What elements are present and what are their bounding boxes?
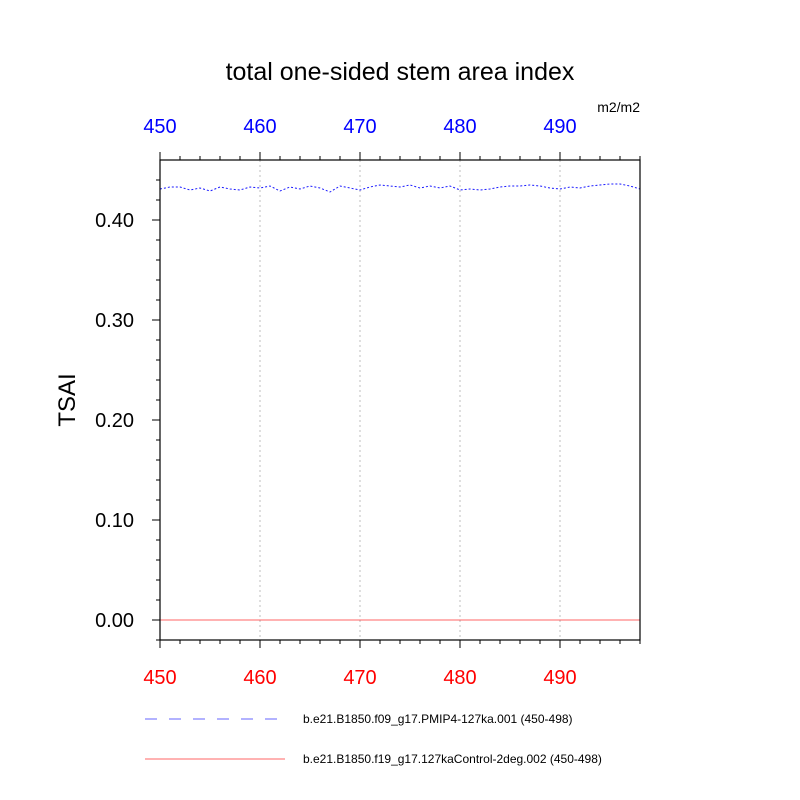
chart-title: total one-sided stem area index <box>226 58 575 86</box>
legend: b.e21.B1850.f09_g17.PMIP4-127ka.001 (450… <box>145 712 602 766</box>
x-top-tick-label: 460 <box>243 116 276 138</box>
x-tick-label: 460 <box>243 667 276 689</box>
x-tick-label: 450 <box>143 667 176 689</box>
plot-frame <box>159 159 641 641</box>
x-tick-label: 480 <box>443 667 476 689</box>
series-layer <box>159 183 641 621</box>
y-tick-label: 0.20 <box>95 410 134 432</box>
y-axis-label: TSAI <box>54 373 81 426</box>
y-tick-label: 0.30 <box>95 310 134 332</box>
x-tick-label: 490 <box>543 667 576 689</box>
y-tick-label: 0.10 <box>95 510 134 532</box>
legend-label-1: b.e21.B1850.f09_g17.PMIP4-127ka.001 (450… <box>303 712 573 726</box>
units-label: m2/m2 <box>597 99 640 115</box>
legend-label-2: b.e21.B1850.f19_g17.127kaControl-2deg.00… <box>303 752 602 766</box>
x-top-tick-label: 480 <box>443 116 476 138</box>
y-tick-label: 0.40 <box>95 210 134 232</box>
x-top-tick-label: 470 <box>343 116 376 138</box>
x-top-tick-label: 490 <box>543 116 576 138</box>
series-line-1 <box>159 183 641 193</box>
y-tick-label: 0.00 <box>95 610 134 632</box>
grid <box>259 160 561 640</box>
tick-labels: 450 450 460 460 470 470 480 480 490 490 0.00 0.10 0.… <box>95 116 577 689</box>
x-top-tick-label: 450 <box>143 116 176 138</box>
x-tick-label: 470 <box>343 667 376 689</box>
ticks <box>152 152 641 648</box>
